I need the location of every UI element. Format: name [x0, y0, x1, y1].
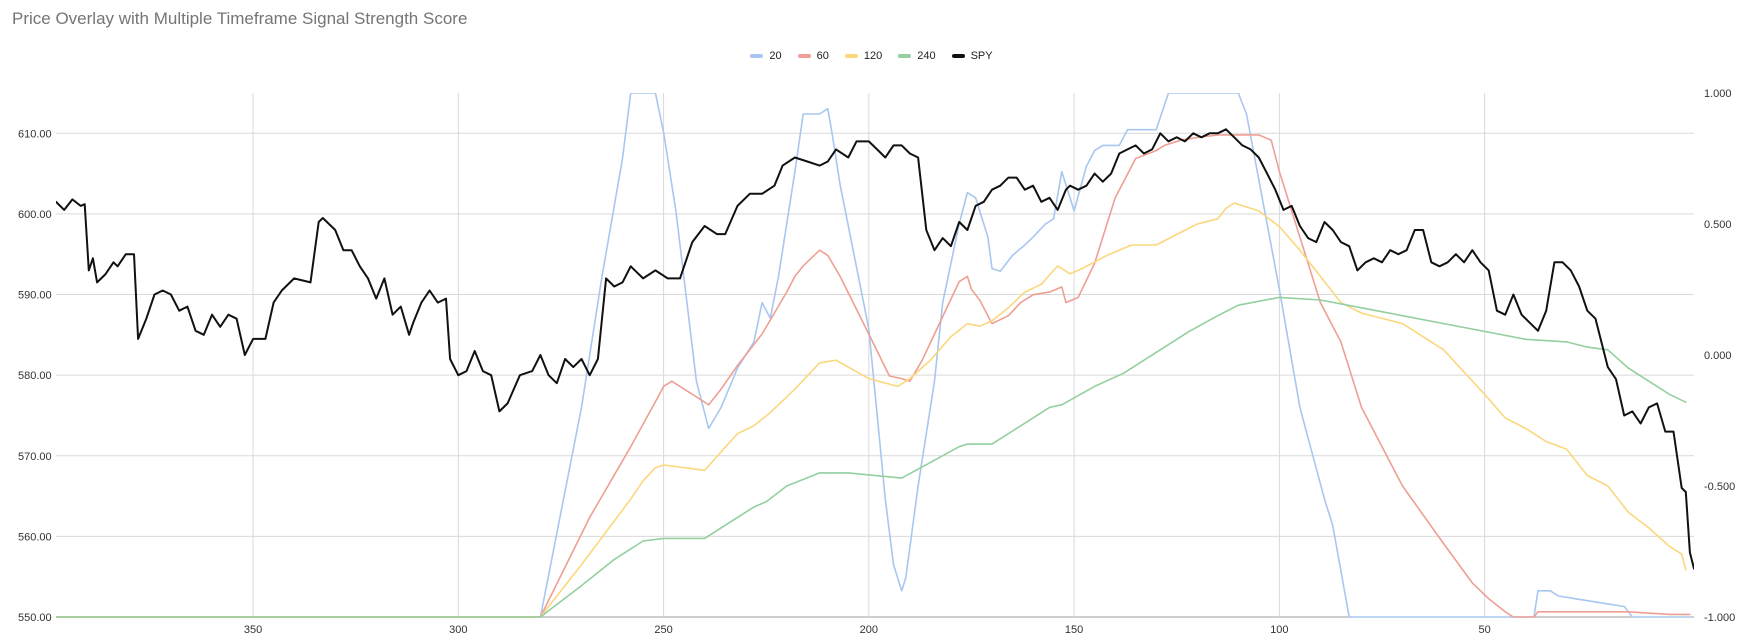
legend-swatch — [898, 54, 912, 58]
legend-item-120: 120 — [844, 50, 883, 62]
legend-item-spy: SPY — [951, 50, 993, 62]
legend-label: 240 — [917, 50, 936, 62]
y-right-tick-label: -1.000 — [1704, 612, 1735, 624]
y-left-tick-label: 590.00 — [18, 290, 52, 302]
y-left-tick-label: 580.00 — [18, 370, 52, 382]
series-line-120 — [56, 202, 1687, 618]
y-right-tick-label: -0.500 — [1704, 481, 1735, 493]
x-tick-label: 100 — [1270, 624, 1288, 636]
x-tick-label: 350 — [244, 624, 262, 636]
legend-item-240: 240 — [898, 50, 936, 62]
x-tick-label: 250 — [654, 624, 672, 636]
legend-swatch — [844, 54, 858, 58]
y-left-tick-label: 610.00 — [18, 128, 52, 140]
y-left-tick-label: 600.00 — [18, 209, 52, 221]
legend-item-60: 60 — [797, 50, 829, 62]
series-line-240 — [56, 296, 1687, 618]
legend-label: SPY — [970, 50, 993, 62]
y-right-tick-label: 1.000 — [1704, 88, 1732, 100]
chart-title: Price Overlay with Multiple Timeframe Si… — [12, 9, 468, 28]
legend-item-20: 20 — [750, 50, 782, 62]
legend-label: 60 — [816, 50, 829, 62]
x-tick-label: 150 — [1065, 624, 1083, 636]
legend-swatch — [951, 54, 965, 58]
y-left-tick-label: 570.00 — [18, 451, 52, 463]
y-left-tick-label: 550.00 — [18, 612, 52, 624]
x-tick-label: 50 — [1479, 624, 1491, 636]
series-line-20 — [56, 93, 1691, 618]
legend-label: 20 — [769, 50, 782, 62]
legend-label: 120 — [863, 50, 883, 62]
y-right-tick-label: 0.000 — [1704, 350, 1732, 362]
x-tick-label: 200 — [860, 624, 878, 636]
series-line-60 — [56, 134, 1691, 618]
x-tick-label: 300 — [449, 624, 467, 636]
chart-legend: 20 60 120 240 SPY — [0, 50, 1743, 62]
legend-swatch — [750, 54, 764, 58]
y-left-tick-label: 560.00 — [18, 531, 52, 543]
legend-swatch — [797, 54, 811, 58]
series-line-spy — [56, 128, 1694, 570]
y-right-tick-label: 0.500 — [1704, 219, 1732, 231]
